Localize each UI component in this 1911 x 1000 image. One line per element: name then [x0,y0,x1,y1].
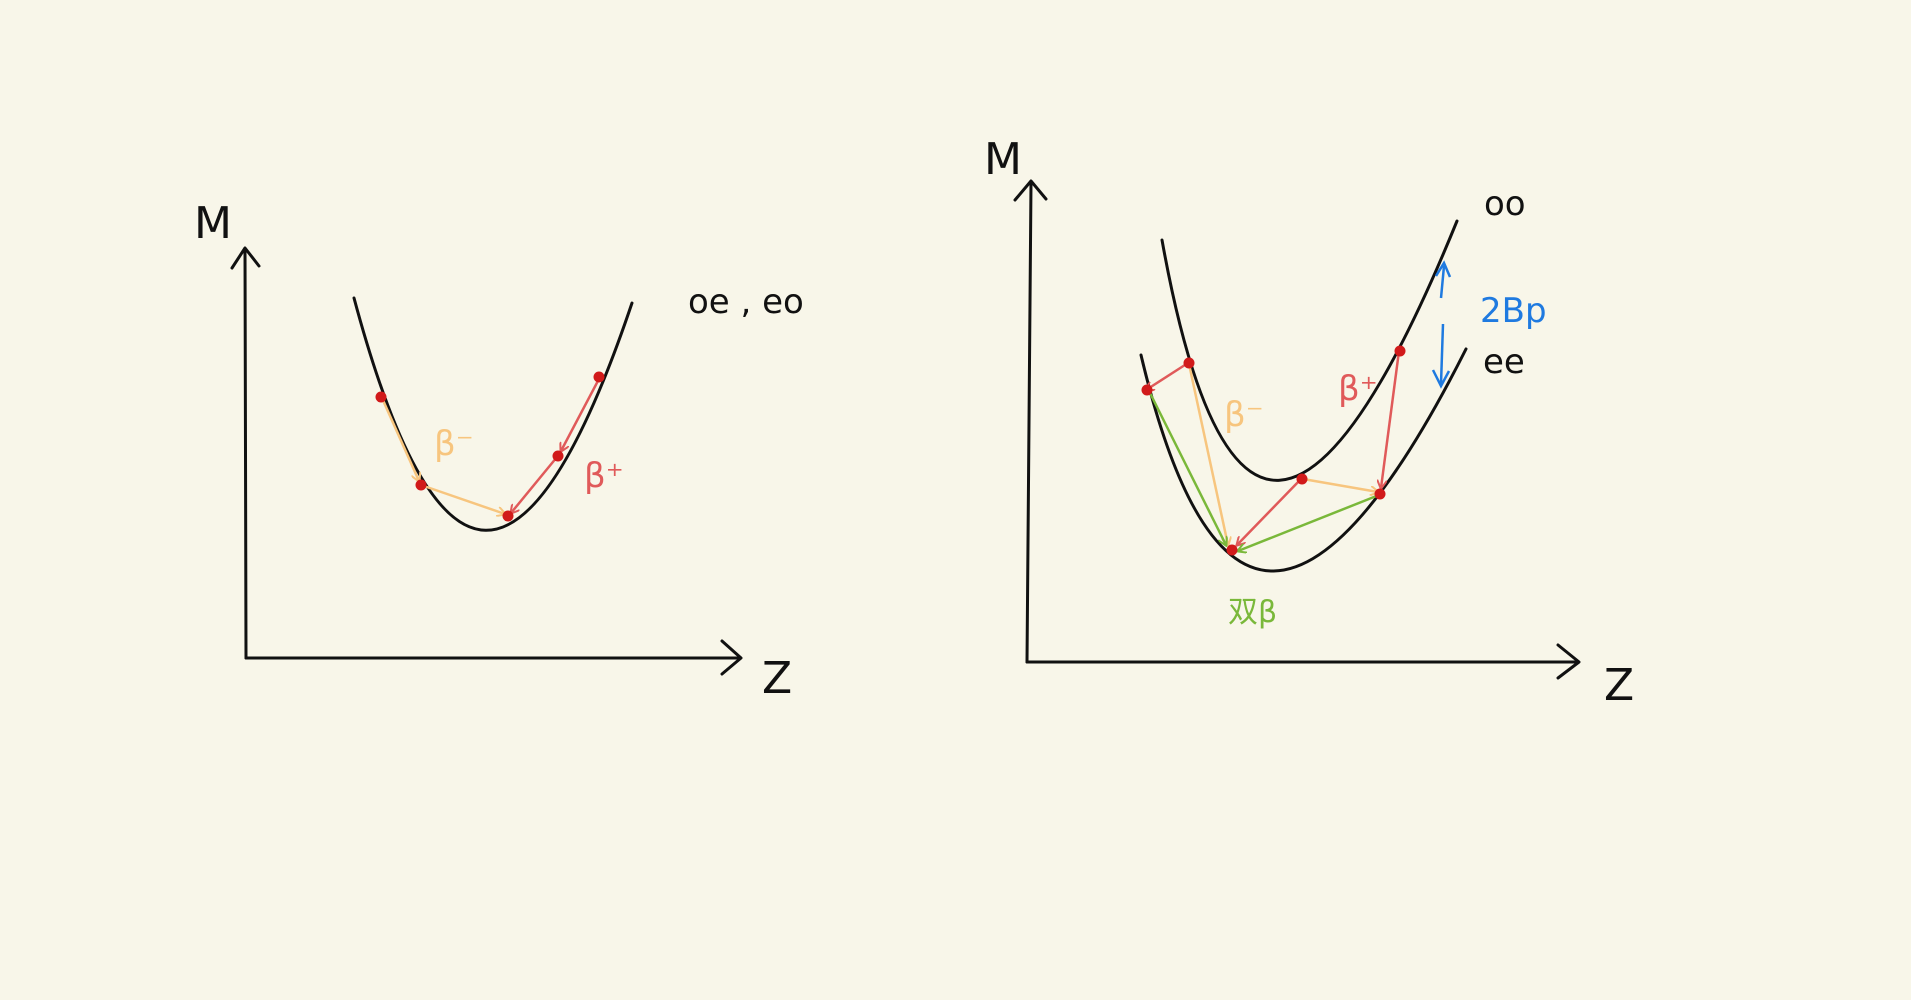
right-oo-label: oo [1484,184,1526,224]
right-beta-minus-arrow-2 [1302,477,1378,492]
left-nucleus-point [375,391,387,403]
right-y-axis [1025,181,1033,664]
left-x-axis-label: Z [762,653,792,704]
left-beta-plus-arrow-1 [561,376,602,451]
right-beta-plus-arrow-2 [1237,478,1302,545]
left-beta-plus-arrow-2 [511,456,558,513]
left-nucleus-point [593,371,605,383]
left-beta-minus-label: β⁻ [434,424,474,464]
right-pairing-label: 2Bp [1480,291,1547,331]
left-y-axis-label: M [194,198,232,249]
left-x-axis-arrowhead [720,639,743,676]
right-pairing-arrowhead-up [1434,260,1452,278]
right-beta-plus-arrow-1 [1146,361,1189,390]
right-nucleus-point [1183,357,1195,369]
left-y-axis-arrowhead [230,246,261,270]
right-pairing-arrowhead-down [1431,369,1451,389]
right-beta-plus-arrow-3 [1381,350,1401,488]
right-pairing-arrow-down [1439,323,1445,385]
left-curve-label: oe , eo [688,282,804,322]
right-x-axis-arrowhead [1556,643,1581,680]
right-beta-plus-label: β⁺ [1338,369,1378,409]
right-y-axis-label: M [984,134,1022,185]
right-x-axis-label: Z [1604,660,1634,711]
left-nucleus-point [415,479,427,491]
left-panel: M Z oe , eo β⁻ β⁺ [194,198,804,704]
left-y-axis [243,247,248,660]
left-nucleus-point [552,450,564,462]
left-mass-parabola [352,296,634,532]
left-beta-plus-label: β⁺ [584,456,624,496]
right-nucleus-point [1296,473,1308,485]
right-double-beta-label: 双β [1228,595,1277,630]
left-nucleus-point [502,510,514,522]
right-y-axis-arrowhead [1013,179,1048,202]
right-nucleus-point [1226,544,1238,556]
right-nucleus-point [1374,488,1386,500]
right-double-beta-arrow-1 [1147,390,1226,545]
right-pairing-arrow-up [1439,265,1446,299]
right-ee-parabola [1139,347,1468,573]
right-panel: M Z oo ee 2Bp β⁻ β⁺ 双β [984,134,1634,711]
right-beta-minus-label: β⁻ [1224,395,1264,435]
left-beta-minus-arrow-2 [420,483,505,514]
left-beta-minus-arrow-1 [380,397,419,481]
right-double-beta-arrow-2 [1238,493,1380,551]
right-nucleus-point [1141,384,1153,396]
right-ee-label: ee [1483,342,1525,382]
right-beta-minus-arrow-1 [1187,363,1228,545]
right-nucleus-point [1394,345,1406,357]
